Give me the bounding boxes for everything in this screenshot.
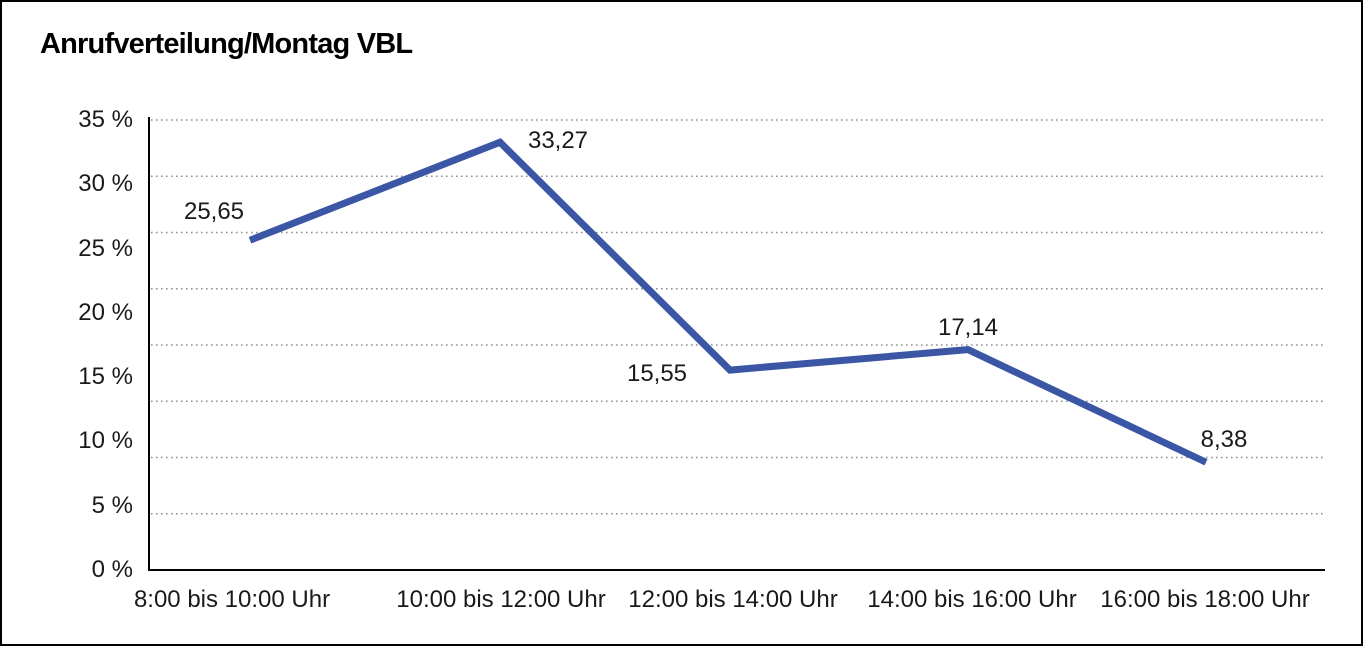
data-line — [248, 138, 1208, 466]
x-tick-label: 8:00 bis 10:00 Uhr — [133, 586, 331, 613]
y-tick-label: 25 % — [78, 235, 133, 262]
data-point-label: 15,55 — [626, 360, 688, 388]
y-tick-label: 5 % — [91, 492, 133, 519]
y-tick-label: 15 % — [78, 363, 133, 390]
y-tick-label: 20 % — [78, 299, 133, 326]
x-tick-label: 10:00 bis 12:00 Uhr — [396, 586, 606, 613]
x-tick-label: 14:00 bis 16:00 Uhr — [867, 586, 1077, 613]
y-tick-label: 10 % — [78, 427, 133, 454]
chart-title: Anrufverteilung/Montag VBL — [40, 28, 413, 60]
x-tick-label: 16:00 bis 18:00 Uhr — [1100, 586, 1310, 613]
data-point-label: 33,27 — [527, 127, 589, 155]
y-tick-label: 35 % — [78, 106, 133, 133]
data-point-label: 25,65 — [183, 198, 245, 226]
x-tick-label: 12:00 bis 14:00 Uhr — [628, 586, 838, 613]
data-point-label: 17,14 — [937, 313, 999, 341]
y-tick-label: 30 % — [78, 170, 133, 197]
y-tick-label: 0 % — [91, 556, 133, 583]
data-point-label: 8,38 — [1200, 426, 1248, 454]
